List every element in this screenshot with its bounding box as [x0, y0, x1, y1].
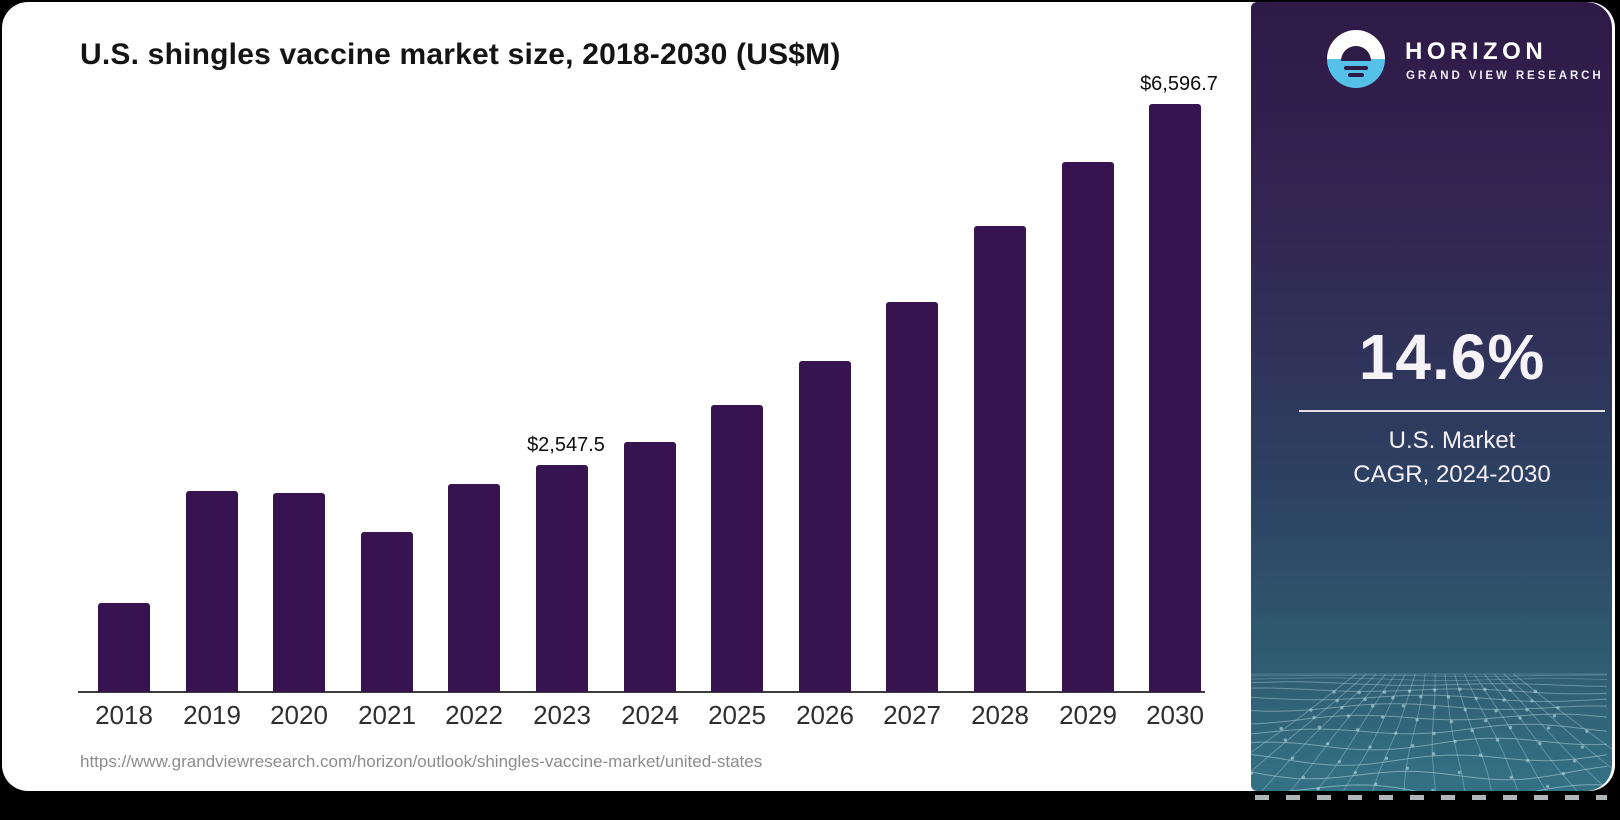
- cagr-label-line1: U.S. Market: [1388, 427, 1516, 454]
- plot-area: 2018 2019 2020 2021 2022 2023 2024 2025 2026 2027…: [2, 2, 1251, 791]
- chart-title: U.S. shingles vaccine market size, 2018-…: [80, 38, 841, 71]
- bar-2026: [799, 361, 851, 692]
- bottom-dash-decoration: [1255, 795, 1607, 800]
- x-tick-label: 2024: [621, 700, 679, 730]
- brand-name: HORIZON: [1405, 38, 1548, 65]
- report-card: U.S. shingles vaccine market size, 2018-…: [2, 2, 1615, 791]
- bar-2023: [536, 465, 588, 692]
- sidebar: HORIZON GRAND VIEW RESEARCH 14.6% U.S. M…: [1251, 2, 1612, 791]
- bar-2020: [273, 493, 325, 692]
- source-url: https://www.grandviewresearch.com/horizo…: [80, 752, 763, 771]
- brand-subtitle: GRAND VIEW RESEARCH: [1406, 70, 1604, 82]
- x-tick-label: 2020: [270, 700, 328, 730]
- x-tick-label: 2027: [883, 700, 941, 730]
- x-axis-line: [78, 691, 1205, 693]
- bar-2021: [361, 532, 413, 692]
- x-tick-label: 2022: [445, 700, 503, 730]
- cagr-stat-block: 14.6% U.S. Market CAGR, 2024-2030: [1299, 320, 1605, 492]
- wireframe-mesh-graphic: [1251, 673, 1612, 791]
- horizon-logo: HORIZON GRAND VIEW RESEARCH: [1327, 28, 1601, 92]
- bar-2024: [624, 442, 676, 692]
- x-tick-label: 2029: [1059, 700, 1117, 730]
- x-tick-label: 2018: [95, 700, 153, 730]
- bar-value-label: $2,547.5: [527, 434, 605, 456]
- bar-2019: [186, 491, 238, 692]
- bar-2028: [974, 226, 1026, 692]
- x-tick-label: 2030: [1146, 700, 1204, 730]
- bar-2029: [1062, 162, 1114, 692]
- x-tick-label: 2026: [796, 700, 854, 730]
- horizon-sun-icon: [1327, 30, 1385, 88]
- bar-2030: [1149, 104, 1201, 692]
- x-tick-label: 2025: [708, 700, 766, 730]
- bar-value-label: $6,596.7: [1140, 73, 1218, 95]
- cagr-label-line2: CAGR, 2024-2030: [1353, 461, 1551, 488]
- bar-2027: [886, 302, 938, 692]
- bar-2018: [98, 603, 150, 692]
- bar-2022: [448, 484, 500, 692]
- x-tick-label: 2023: [533, 700, 591, 730]
- bar-2025: [711, 405, 763, 692]
- cagr-value: 14.6%: [1358, 321, 1546, 393]
- x-tick-label: 2028: [971, 700, 1029, 730]
- x-tick-label: 2019: [183, 700, 241, 730]
- stat-divider: [1299, 410, 1605, 412]
- x-tick-label: 2021: [358, 700, 416, 730]
